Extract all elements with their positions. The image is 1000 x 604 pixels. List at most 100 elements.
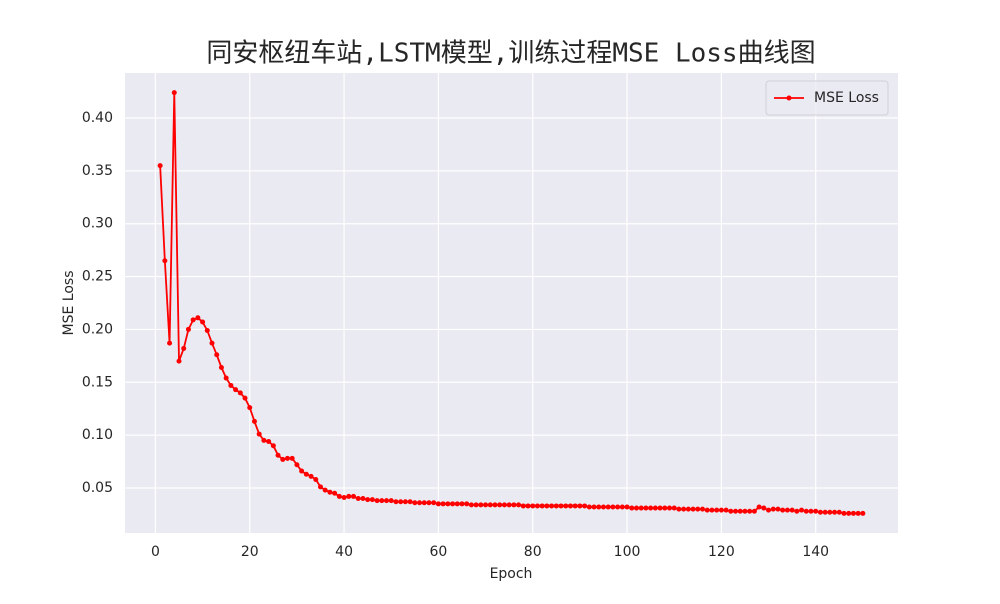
- marker: [666, 505, 672, 511]
- marker: [228, 382, 234, 388]
- marker: [497, 502, 503, 508]
- x-tick-label: 20: [241, 544, 259, 560]
- y-tick-label: 0.25: [82, 269, 113, 285]
- marker: [487, 502, 493, 508]
- marker: [322, 487, 328, 493]
- marker: [657, 505, 663, 511]
- plot-area: [125, 73, 898, 533]
- marker: [600, 504, 606, 510]
- marker: [280, 456, 286, 462]
- marker: [171, 90, 177, 96]
- marker: [483, 502, 489, 508]
- marker: [261, 437, 267, 443]
- marker: [478, 502, 484, 508]
- marker: [553, 503, 559, 509]
- marker: [247, 405, 253, 411]
- marker: [346, 493, 352, 499]
- marker: [256, 431, 262, 437]
- marker: [435, 501, 441, 507]
- marker: [407, 499, 413, 505]
- marker: [676, 506, 682, 512]
- marker: [822, 509, 828, 515]
- marker: [860, 510, 866, 516]
- marker: [492, 502, 498, 508]
- marker: [733, 508, 739, 514]
- marker: [313, 477, 319, 483]
- marker: [832, 509, 838, 515]
- marker: [770, 506, 776, 512]
- marker: [615, 504, 621, 510]
- marker: [365, 497, 371, 503]
- marker: [351, 493, 357, 499]
- marker: [539, 503, 545, 509]
- marker: [317, 484, 323, 490]
- marker: [841, 510, 847, 516]
- marker: [591, 504, 597, 510]
- marker: [214, 352, 220, 358]
- marker: [846, 510, 852, 516]
- y-tick-label: 0.20: [82, 321, 113, 337]
- marker: [440, 501, 446, 507]
- marker: [270, 443, 276, 449]
- marker: [162, 258, 168, 264]
- marker: [459, 501, 465, 507]
- marker: [501, 502, 507, 508]
- marker: [577, 503, 583, 509]
- marker: [563, 503, 569, 509]
- x-tick-label: 40: [335, 544, 353, 560]
- marker: [643, 505, 649, 511]
- legend-box: [765, 80, 889, 116]
- marker: [799, 507, 805, 513]
- marker: [237, 390, 243, 396]
- marker: [723, 507, 729, 513]
- marker: [629, 505, 635, 511]
- y-tick-label: 0.15: [82, 374, 113, 390]
- marker: [525, 503, 531, 509]
- marker: [756, 504, 762, 510]
- y-tick-label: 0.40: [82, 110, 113, 126]
- marker: [836, 509, 842, 515]
- x-tick-label: 100: [614, 544, 641, 560]
- marker: [567, 503, 573, 509]
- marker: [737, 508, 743, 514]
- y-tick-label: 0.10: [82, 427, 113, 443]
- marker: [681, 506, 687, 512]
- marker: [648, 505, 654, 511]
- marker: [586, 504, 592, 510]
- marker: [294, 462, 300, 468]
- marker: [251, 418, 257, 424]
- x-tick-label: 120: [708, 544, 735, 560]
- x-tick-label: 60: [429, 544, 447, 560]
- marker: [728, 508, 734, 514]
- marker: [450, 501, 456, 507]
- marker: [209, 340, 215, 346]
- legend-marker: [786, 95, 792, 101]
- marker: [336, 493, 342, 499]
- marker: [718, 507, 724, 513]
- marker: [195, 315, 201, 321]
- marker: [468, 502, 474, 508]
- marker: [596, 504, 602, 510]
- marker: [775, 506, 781, 512]
- marker: [516, 502, 522, 508]
- marker: [803, 508, 809, 514]
- marker: [393, 499, 399, 505]
- marker: [185, 326, 191, 332]
- marker: [341, 494, 347, 500]
- y-tick-label: 0.05: [82, 480, 113, 496]
- marker: [544, 503, 550, 509]
- marker: [789, 507, 795, 513]
- marker: [384, 498, 390, 504]
- marker: [473, 502, 479, 508]
- marker: [761, 505, 767, 511]
- marker: [714, 507, 720, 513]
- marker: [619, 504, 625, 510]
- marker: [275, 452, 281, 458]
- marker: [520, 503, 526, 509]
- marker: [308, 473, 314, 479]
- marker: [704, 507, 710, 513]
- marker: [167, 340, 173, 346]
- marker: [454, 501, 460, 507]
- x-axis-label: Epoch: [490, 566, 533, 582]
